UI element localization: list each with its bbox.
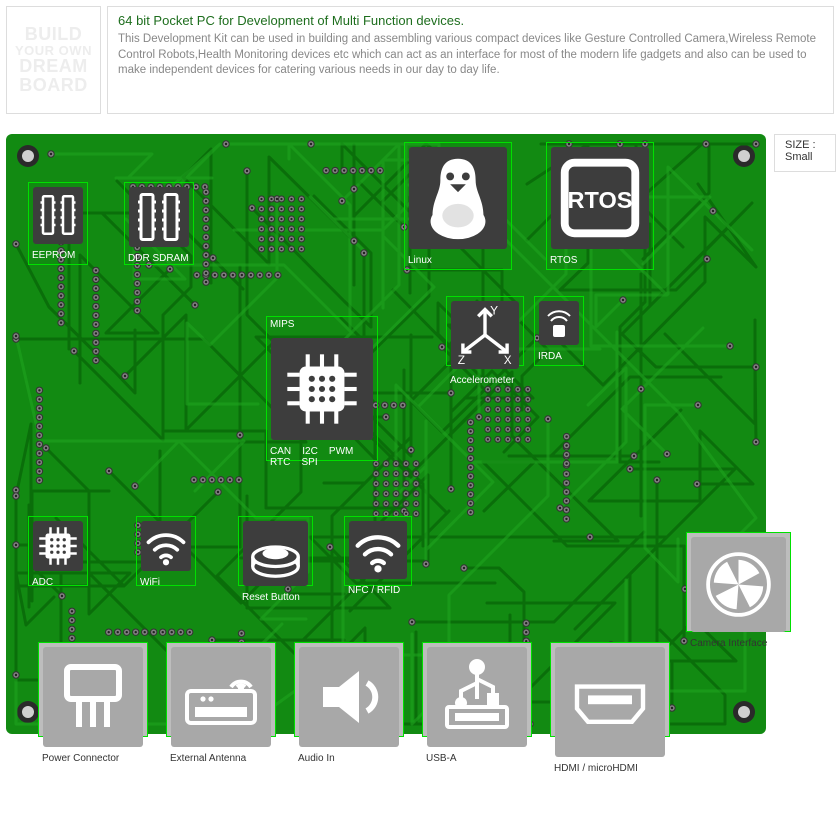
adc-icon	[29, 517, 87, 575]
comp-ddr[interactable]: DDR SDRAM	[124, 182, 194, 265]
comp-label: Linux	[405, 253, 511, 270]
usb-icon	[423, 643, 531, 751]
comp-label: IRDA	[535, 349, 583, 366]
rtos-text: RTOS	[568, 187, 633, 213]
accelerometer-icon: Y Z X	[447, 297, 523, 373]
comp-wifi[interactable]: WiFi	[136, 516, 196, 586]
logo-line: BOARD	[19, 76, 88, 95]
comp-label: MIPS	[267, 317, 377, 334]
connector-audio[interactable]: Audio In	[294, 642, 404, 737]
hdmi-icon	[551, 643, 669, 761]
description-title: 64 bit Pocket PC for Development of Mult…	[118, 13, 823, 28]
comp-label: Reset Button	[239, 590, 312, 607]
comp-label: EEPROM	[29, 248, 87, 265]
connector-power[interactable]: Power Connector	[38, 642, 148, 737]
power-icon	[39, 643, 147, 751]
connector-label: External Antenna	[167, 751, 275, 767]
eeprom-icon	[29, 183, 87, 248]
comp-accelerometer[interactable]: YZX Accelerometer	[446, 296, 524, 366]
irda-icon	[535, 297, 583, 349]
ddr-icon	[125, 183, 193, 251]
rtos-icon: RTOS	[547, 143, 653, 253]
comp-sublabel: CAN I2C PWM RTC SPI	[267, 444, 377, 472]
comp-linux[interactable]: Linux	[404, 142, 512, 270]
comp-mips[interactable]: MIPS CAN I2C PWM RTC SPI	[266, 316, 378, 461]
logo-line: DREAM	[19, 57, 88, 76]
logo-line: BUILD	[25, 25, 83, 44]
camera-icon	[687, 533, 790, 636]
comp-label: ADC	[29, 575, 87, 592]
audio-icon	[295, 643, 403, 751]
comp-label: WiFi	[137, 575, 195, 592]
logo-line: YOUR OWN	[15, 44, 92, 58]
comp-eeprom[interactable]: EEPROM	[28, 182, 88, 265]
svg-text:Z: Z	[458, 353, 465, 367]
comp-irda[interactable]: IRDA	[534, 296, 584, 366]
svg-text:Y: Y	[490, 304, 498, 318]
connector-antenna[interactable]: External Antenna	[166, 642, 276, 737]
antenna-icon	[167, 643, 275, 751]
description-box: 64 bit Pocket PC for Development of Mult…	[107, 6, 834, 114]
connector-label: Audio In	[295, 751, 403, 767]
connector-camera[interactable]: Camera Interface	[686, 532, 791, 632]
mips-icon	[267, 334, 377, 444]
comp-label: Accelerometer	[447, 373, 523, 390]
logo: BUILD YOUR OWN DREAM BOARD	[6, 6, 101, 114]
wifi-icon	[137, 517, 195, 575]
size-value: Small	[785, 151, 813, 163]
comp-reset[interactable]: Reset Button	[238, 516, 313, 586]
comp-nfc[interactable]: NFC / RFID	[344, 516, 412, 586]
comp-rtos[interactable]: RTOS RTOS	[546, 142, 654, 270]
nfc-icon	[345, 517, 411, 583]
pcb-stage: SIZE : Small EEPROM DDR SDRAM Linux RTOS…	[6, 134, 836, 789]
header: BUILD YOUR OWN DREAM BOARD 64 bit Pocket…	[6, 6, 834, 114]
connector-label: Camera Interface	[687, 636, 790, 652]
comp-adc[interactable]: ADC	[28, 516, 88, 586]
connector-usb[interactable]: USB-A	[422, 642, 532, 737]
comp-label: NFC / RFID	[345, 583, 411, 600]
connector-label: HDMI / microHDMI	[551, 761, 669, 777]
linux-icon	[405, 143, 511, 253]
comp-label: DDR SDRAM	[125, 251, 193, 268]
connector-hdmi[interactable]: HDMI / microHDMI	[550, 642, 670, 737]
size-box: SIZE : Small	[774, 134, 836, 172]
connector-label: USB-A	[423, 751, 531, 767]
description-body: This Development Kit can be used in buil…	[118, 32, 823, 79]
size-label: SIZE :	[785, 139, 816, 151]
connector-label: Power Connector	[39, 751, 147, 767]
reset-icon	[239, 517, 312, 590]
svg-text:X: X	[504, 353, 512, 367]
comp-label: RTOS	[547, 253, 653, 270]
